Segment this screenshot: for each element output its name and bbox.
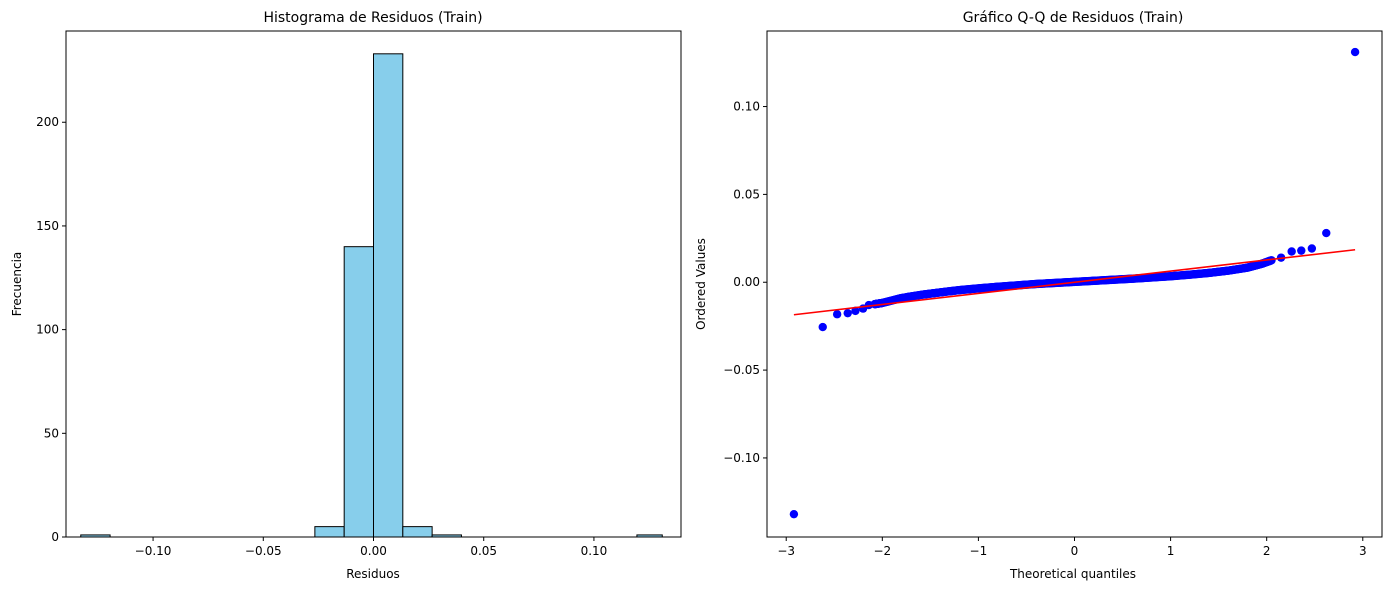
qq-y-ticks: −0.10 −0.05 0.00 0.05 0.10 bbox=[723, 100, 767, 465]
histogram-title: Histograma de Residuos (Train) bbox=[263, 10, 482, 26]
qq-title: Gráfico Q-Q de Residuos (Train) bbox=[963, 10, 1184, 26]
histogram-x-tick-label: 0.05 bbox=[470, 544, 497, 558]
qq-point bbox=[1287, 247, 1296, 256]
qq-y-label: Ordered Values bbox=[694, 238, 708, 330]
histogram-x-label: Residuos bbox=[346, 567, 400, 581]
qq-point bbox=[843, 308, 852, 318]
histogram-bar bbox=[373, 53, 404, 538]
histogram-panel: Histograma de Residuos (Train) −0.10 −0.0… bbox=[10, 10, 682, 581]
histogram-bars bbox=[80, 53, 663, 538]
histogram-y-label: Frecuencia bbox=[10, 252, 24, 317]
histogram-bar bbox=[402, 526, 433, 538]
qq-x-tick-label: −3 bbox=[777, 544, 795, 558]
histogram-y-tick-label: 150 bbox=[36, 219, 59, 233]
histogram-axes-frame bbox=[65, 30, 682, 538]
histogram-x-tick-label: −0.10 bbox=[135, 544, 172, 558]
qq-x-label: Theoretical quantiles bbox=[1009, 567, 1136, 581]
histogram-y-tick-label: 0 bbox=[51, 530, 59, 544]
qq-x-tick-label: 3 bbox=[1359, 544, 1367, 558]
qq-x-tick-label: 1 bbox=[1167, 544, 1175, 558]
qq-point bbox=[1322, 228, 1331, 238]
qq-fit-line bbox=[793, 248, 1356, 316]
qq-point bbox=[1267, 256, 1276, 265]
qq-point bbox=[1297, 246, 1306, 255]
qq-axes-frame bbox=[766, 30, 1383, 538]
qq-y-tick-label: 0.10 bbox=[733, 100, 760, 114]
qq-x-tick-label: −2 bbox=[873, 544, 891, 558]
qq-point bbox=[832, 310, 842, 319]
qq-point bbox=[1350, 47, 1360, 57]
qq-point bbox=[818, 322, 827, 332]
histogram-y-tick-label: 100 bbox=[36, 323, 59, 337]
qq-x-tick-label: −1 bbox=[970, 544, 988, 558]
histogram-x-tick-label: 0.10 bbox=[581, 544, 608, 558]
histogram-bar bbox=[314, 526, 345, 538]
qq-point bbox=[789, 509, 799, 519]
histogram-x-tick-label: −0.05 bbox=[245, 544, 282, 558]
qq-y-tick-label: 0.00 bbox=[733, 275, 760, 289]
qq-x-tick-label: 2 bbox=[1263, 544, 1271, 558]
histogram-y-ticks: 0 50 100 150 200 bbox=[36, 115, 66, 544]
qq-y-tick-label: −0.05 bbox=[723, 363, 760, 377]
qq-panel: Gráfico Q-Q de Residuos (Train) −3 −2 −1 0 1… bbox=[694, 10, 1383, 581]
histogram-y-tick-label: 200 bbox=[36, 115, 59, 129]
qq-y-tick-label: 0.05 bbox=[733, 187, 760, 201]
qq-point bbox=[851, 306, 860, 316]
histogram-y-tick-label: 50 bbox=[44, 426, 59, 440]
qq-x-tick-label: 0 bbox=[1071, 544, 1079, 558]
qq-point bbox=[1307, 244, 1317, 253]
histogram-x-ticks: −0.10 −0.05 0.00 0.05 0.10 bbox=[135, 537, 608, 558]
histogram-x-tick-label: 0.00 bbox=[360, 544, 387, 558]
histogram-bar bbox=[343, 246, 375, 538]
qq-x-ticks: −3 −2 −1 0 1 2 3 bbox=[777, 537, 1367, 558]
qq-points bbox=[789, 47, 1360, 519]
qq-y-tick-label: −0.10 bbox=[723, 451, 760, 465]
